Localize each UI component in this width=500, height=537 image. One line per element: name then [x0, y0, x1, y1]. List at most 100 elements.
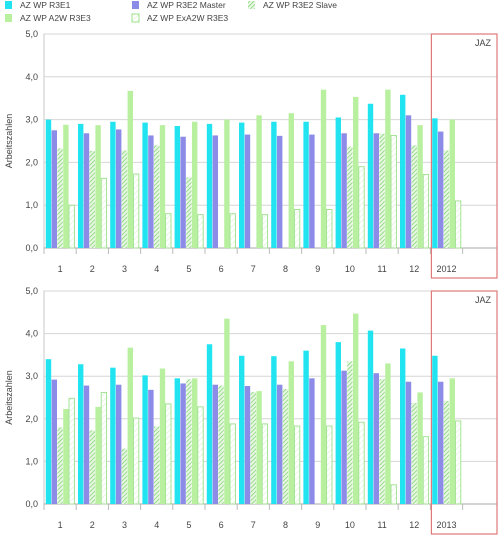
bar-az-wp-r3e2-master-12: [405, 115, 412, 248]
bar-az-wp-r3e2-master-2012: [438, 131, 444, 248]
bar-az-wp-r3e1-10: [335, 117, 341, 249]
x-tick-label: 6: [219, 264, 224, 274]
bar-az-wp-exa2w-r3e3-10: [358, 421, 365, 505]
x-tick-label: 8: [283, 520, 288, 530]
x-tick-label: 4: [154, 264, 159, 274]
bar-az-wp-r3e2-slave-1: [57, 427, 63, 504]
bar-az-wp-exa2w-r3e3-2013: [454, 420, 462, 505]
y-axis-label: Arbeitszahlen: [4, 114, 14, 169]
y-tick-label: 4,0: [25, 329, 38, 339]
bar-az-wp-a2w-r3e3-5: [192, 121, 198, 248]
bar-az-wp-exa2w-r3e3-11: [390, 134, 397, 249]
bar-az-wp-r3e2-master-11: [373, 373, 379, 504]
bar-az-wp-r3e2-master-5: [180, 136, 186, 248]
x-tick-label: 1: [58, 520, 63, 530]
bar-az-wp-r3e1-1: [45, 119, 52, 248]
x-tick-label: 3: [122, 264, 127, 274]
bar-az-wp-r3e2-master-1: [51, 379, 57, 504]
bar-az-wp-r3e2-master-3: [116, 384, 122, 504]
bar-az-wp-r3e2-master-12: [405, 381, 412, 504]
bar-az-wp-exa2w-r3e3-2012: [454, 200, 462, 249]
bar-az-wp-r3e2-slave-2: [89, 430, 95, 504]
x-tick-label: 11: [377, 520, 386, 530]
bar-az-wp-r3e2-master-8: [277, 135, 283, 248]
x-tick-label: 5: [186, 520, 191, 530]
bar-az-wp-r3e1-3: [110, 121, 116, 248]
bar-az-wp-r3e2-slave-3: [121, 448, 128, 504]
legend-item-az-wp-r3e2-master: AZ WP R3E2 Master: [132, 0, 226, 10]
bar-az-wp-r3e2-slave-6: [218, 385, 224, 504]
y-tick-label: 2,0: [25, 157, 38, 167]
bar-az-wp-a2w-r3e3-12: [417, 125, 423, 248]
bar-az-wp-r3e1-8: [271, 121, 277, 248]
y-tick-label: 5,0: [25, 29, 38, 39]
bar-az-wp-exa2w-r3e3-9: [326, 425, 333, 505]
y-axis-label: Arbeitszahlen: [4, 370, 14, 425]
bar-az-wp-a2w-r3e3-6: [224, 119, 230, 248]
bar-az-wp-exa2w-r3e3-3: [132, 173, 140, 249]
x-tick-label: 2012: [436, 264, 456, 274]
bar-az-wp-a2w-r3e3-2: [95, 406, 101, 504]
chart-panels: 0,0 1,0 2,0 3,0 4,0 5,0 Arbeitszahlen 1 2 3 4 5 6 7 8 9…: [4, 29, 498, 535]
bar-az-wp-r3e1-6: [206, 344, 213, 504]
bar-az-wp-exa2w-r3e3-3: [132, 417, 140, 505]
bar-az-wp-r3e2-master-4: [148, 135, 154, 248]
bar-az-wp-exa2w-r3e3-8: [293, 209, 301, 249]
bar-az-wp-a2w-r3e3-2: [95, 125, 101, 248]
bar-az-wp-a2w-r3e3-2013: [449, 378, 455, 504]
legend-swatch-az-wp-r3e2-master: [132, 1, 139, 9]
bar-az-wp-a2w-r3e3-9: [320, 89, 327, 248]
bar-az-wp-a2w-r3e3-7: [256, 115, 262, 248]
bar-az-wp-r3e2-slave-3: [121, 150, 128, 248]
bar-az-wp-a2w-r3e3-4: [159, 125, 166, 248]
x-tick-label: 2: [90, 264, 95, 274]
bar-az-wp-r3e2-master-7: [244, 134, 251, 248]
x-tick-label: 6: [219, 520, 224, 530]
x-tick-label: 7: [251, 264, 256, 274]
y-tick-label: 0,0: [25, 499, 38, 509]
bar-az-wp-exa2w-r3e3-4: [165, 403, 172, 505]
legend-item-az-wp-exa2w-r3e3: AZ WP ExA2W R3E3: [131, 13, 228, 23]
jaz-label: JAZ: [475, 295, 492, 305]
bar-az-wp-r3e1-9: [303, 121, 309, 248]
bar-az-wp-r3e1-2: [78, 364, 84, 504]
bar-az-wp-r3e2-master-3: [116, 129, 122, 248]
bar-az-wp-r3e1-3: [110, 367, 116, 504]
bar-az-wp-exa2w-r3e3-10: [358, 166, 365, 249]
bar-az-wp-r3e2-slave-12: [411, 403, 417, 504]
bar-az-wp-r3e2-master-8: [277, 384, 283, 504]
x-tick-label: 5: [186, 264, 191, 274]
bar-az-wp-r3e1-11: [367, 330, 374, 504]
y-tick-label: 5,0: [25, 286, 38, 296]
y-tick-label: 3,0: [25, 115, 38, 125]
bar-az-wp-r3e1-12: [400, 94, 406, 248]
bar-az-wp-exa2w-r3e3-7: [261, 214, 269, 249]
y-tick-label: 1,0: [25, 200, 38, 210]
bar-az-wp-exa2w-r3e3-6: [229, 423, 236, 505]
bar-az-wp-r3e1-7: [239, 122, 245, 248]
y-tick-label: 0,0: [25, 243, 38, 253]
bar-az-wp-a2w-r3e3-1: [63, 124, 69, 248]
bar-az-wp-r3e1-9: [303, 350, 309, 504]
bar-az-wp-r3e2-slave-2013: [443, 400, 450, 504]
bar-az-wp-r3e2-slave-11: [379, 379, 385, 504]
bar-az-wp-r3e1-4: [142, 375, 148, 504]
bar-az-wp-exa2w-r3e3-2: [100, 391, 108, 505]
bar-az-wp-exa2w-r3e3-1: [68, 204, 75, 249]
bar-az-wp-r3e2-master-10: [341, 133, 347, 248]
legend-swatch-az-wp-r3e1: [5, 1, 12, 9]
bar-az-wp-r3e2-master-10: [341, 370, 347, 504]
bar-az-wp-exa2w-r3e3-12: [422, 436, 430, 505]
x-tick-label: 10: [345, 264, 355, 274]
bar-az-wp-r3e2-slave-12: [411, 145, 417, 248]
chart-legend: AZ WP R3E1 AZ WP R3E2 Master AZ WP R3E2 Sl…: [5, 0, 337, 23]
x-tick-label: 9: [315, 520, 320, 530]
jaz-label: JAZ: [475, 38, 492, 48]
bar-az-wp-exa2w-r3e3-6: [229, 213, 236, 249]
bar-az-wp-r3e2-slave-8: [282, 388, 289, 504]
bar-az-wp-r3e2-master-2: [83, 385, 90, 504]
y-tick-label: 2,0: [25, 414, 38, 424]
bar-az-wp-a2w-r3e3-10: [353, 96, 359, 248]
bar-az-wp-r3e1-6: [206, 123, 213, 248]
